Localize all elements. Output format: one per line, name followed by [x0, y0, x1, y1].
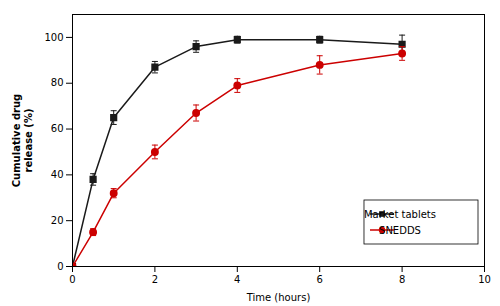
- svg-text:2: 2: [152, 274, 158, 285]
- svg-text:0: 0: [69, 274, 75, 285]
- svg-text:Market tablets: Market tablets: [364, 209, 436, 220]
- svg-text:10: 10: [478, 274, 491, 285]
- svg-text:20: 20: [51, 215, 64, 226]
- svg-text:0: 0: [57, 261, 63, 272]
- svg-text:100: 100: [44, 32, 63, 43]
- svg-text:40: 40: [51, 169, 64, 180]
- svg-text:Cumulative drugrelease (%): Cumulative drugrelease (%): [11, 94, 34, 188]
- svg-text:80: 80: [51, 77, 64, 88]
- svg-text:Time (hours): Time (hours): [246, 292, 311, 303]
- svg-text:SNEDDS: SNEDDS: [379, 225, 421, 236]
- svg-text:60: 60: [51, 123, 64, 134]
- svg-text:8: 8: [399, 274, 405, 285]
- svg-text:6: 6: [317, 274, 323, 285]
- svg-text:4: 4: [234, 274, 240, 285]
